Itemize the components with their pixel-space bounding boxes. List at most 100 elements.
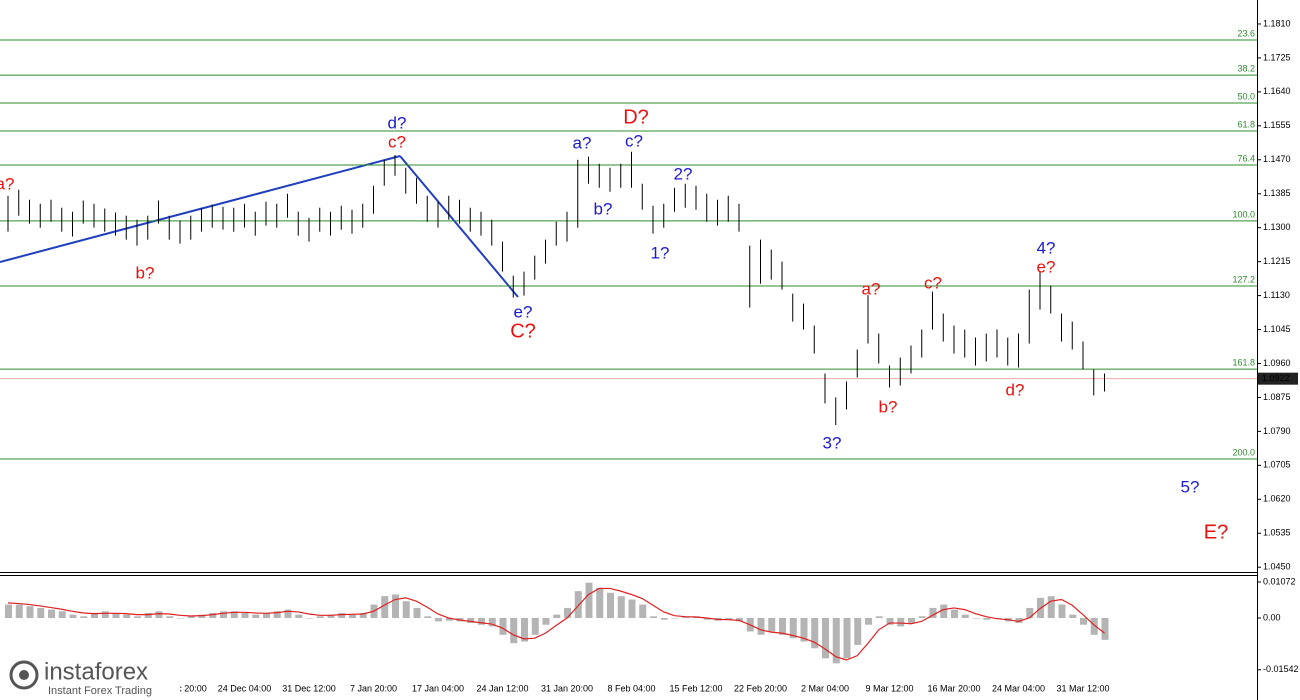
macd-bar bbox=[177, 618, 184, 619]
annotations: a?b?d?c?e?C?a?D?c?b?2?1?3?a?b?c?d?4?e?5?… bbox=[0, 106, 1228, 543]
x-tick-label: 31 Dec 12:00 bbox=[282, 683, 336, 693]
trend-line bbox=[0, 155, 401, 263]
macd-bar bbox=[435, 618, 442, 622]
macd-bar bbox=[703, 618, 711, 620]
y-tick-label: 1.1725 bbox=[1263, 52, 1291, 62]
wave-label: 3? bbox=[823, 433, 842, 452]
macd-bar bbox=[144, 612, 152, 619]
macd-bar bbox=[897, 618, 905, 627]
macd-bar bbox=[230, 611, 238, 619]
wave-label: a? bbox=[0, 174, 14, 193]
logo-icon bbox=[9, 660, 39, 690]
y-tick-label: 0.00 bbox=[1263, 612, 1281, 622]
macd-bar bbox=[424, 616, 432, 619]
macd-bar bbox=[832, 618, 840, 664]
macd-bar bbox=[316, 616, 324, 619]
macd-bar bbox=[854, 618, 862, 645]
y-tick-label: 1.1555 bbox=[1263, 120, 1291, 130]
macd-bar bbox=[273, 611, 281, 619]
macd-bar bbox=[155, 611, 163, 619]
y-tick-label: 1.1810 bbox=[1263, 18, 1291, 28]
macd-bar bbox=[1047, 596, 1055, 619]
macd-bar bbox=[617, 596, 625, 619]
macd-bar bbox=[209, 612, 217, 619]
wave-label: e? bbox=[1037, 257, 1056, 276]
x-tick-label: 16 Mar 20:00 bbox=[927, 683, 980, 693]
macd-bar bbox=[553, 614, 561, 619]
wave-label: E? bbox=[1204, 521, 1228, 543]
macd-bar bbox=[338, 612, 346, 619]
macd-bar bbox=[1058, 604, 1066, 619]
y-tick-label: 1.0450 bbox=[1263, 562, 1291, 572]
macd-bar bbox=[327, 614, 335, 619]
wave-label: a? bbox=[573, 133, 592, 152]
x-tick-label: 22 Feb 20:00 bbox=[734, 683, 787, 693]
fib-label: 23.6 bbox=[1237, 28, 1255, 38]
macd-bar bbox=[69, 614, 77, 619]
fib-label: 50.0 bbox=[1237, 91, 1255, 101]
price-label: 1.0922 bbox=[1262, 373, 1290, 383]
wave-label: d? bbox=[388, 113, 407, 132]
fib-label: 38.2 bbox=[1237, 63, 1255, 73]
macd-bar bbox=[585, 582, 593, 619]
x-tick-label: 2 Mar 04:00 bbox=[801, 683, 849, 693]
macd-bar bbox=[929, 607, 937, 619]
macd-bar bbox=[48, 609, 55, 619]
wave-label: 1? bbox=[651, 243, 670, 262]
macd-bar bbox=[951, 609, 958, 619]
x-tick-label: 7 Jan 20:00 bbox=[350, 683, 397, 693]
macd-bar bbox=[37, 607, 45, 619]
macd-bar bbox=[488, 618, 496, 627]
macd-bar bbox=[402, 601, 410, 619]
x-tick-label: 9 Mar 12:00 bbox=[865, 683, 913, 693]
x-tick-label: 24 Mar 04:00 bbox=[992, 683, 1045, 693]
macd-bar bbox=[15, 604, 23, 619]
macd-bar bbox=[101, 611, 109, 619]
y-tick-label: 1.1470 bbox=[1263, 154, 1291, 164]
macd-bar bbox=[499, 618, 507, 635]
x-tick-label: 31 Mar 12:00 bbox=[1056, 683, 1109, 693]
macd-bar bbox=[252, 614, 260, 619]
macd-bar bbox=[908, 618, 915, 624]
macd-bar bbox=[1026, 607, 1034, 619]
wave-label: b? bbox=[879, 397, 898, 416]
macd-bar bbox=[564, 607, 571, 619]
y-tick-label: 1.0790 bbox=[1263, 426, 1291, 436]
wave-label: b? bbox=[594, 199, 613, 218]
wave-label: d? bbox=[1006, 380, 1025, 399]
macd-bar bbox=[650, 616, 657, 619]
macd-bar bbox=[295, 614, 303, 619]
macd-bar bbox=[349, 614, 356, 619]
macd-bar bbox=[5, 604, 12, 619]
fib-label: 100.0 bbox=[1232, 209, 1255, 219]
macd-bar bbox=[961, 614, 969, 619]
wave-label: 5? bbox=[1181, 477, 1200, 496]
macd-bar bbox=[381, 596, 389, 619]
macd-bar bbox=[263, 612, 270, 619]
x-tick-label: 24 Jan 12:00 bbox=[476, 683, 528, 693]
macd-bar bbox=[521, 618, 528, 642]
macd-bar bbox=[800, 618, 808, 642]
macd-bar bbox=[639, 604, 647, 619]
macd-bar bbox=[112, 612, 120, 619]
wave-label: e? bbox=[514, 302, 533, 321]
macd-bar bbox=[918, 616, 926, 619]
macd-bar bbox=[478, 618, 485, 625]
macd-bar bbox=[1090, 618, 1098, 635]
macd-bar bbox=[531, 618, 539, 635]
macd-bar bbox=[123, 614, 131, 619]
price-box bbox=[1258, 372, 1298, 385]
x-tick-label: 8 Feb 04:00 bbox=[607, 683, 655, 693]
macd-bar bbox=[865, 618, 872, 625]
macd-bar bbox=[843, 618, 851, 659]
fib-label: 61.8 bbox=[1237, 119, 1255, 129]
macd-bar bbox=[359, 612, 367, 619]
macd-bar bbox=[445, 618, 453, 621]
y-tick-label: 0.01072 bbox=[1263, 576, 1296, 586]
wave-label: c? bbox=[388, 132, 406, 151]
wave-label: c? bbox=[625, 131, 643, 150]
y-tick-label: 1.1640 bbox=[1263, 86, 1291, 96]
wave-label: a? bbox=[862, 279, 881, 298]
y-tick-label: 1.0535 bbox=[1263, 528, 1291, 538]
